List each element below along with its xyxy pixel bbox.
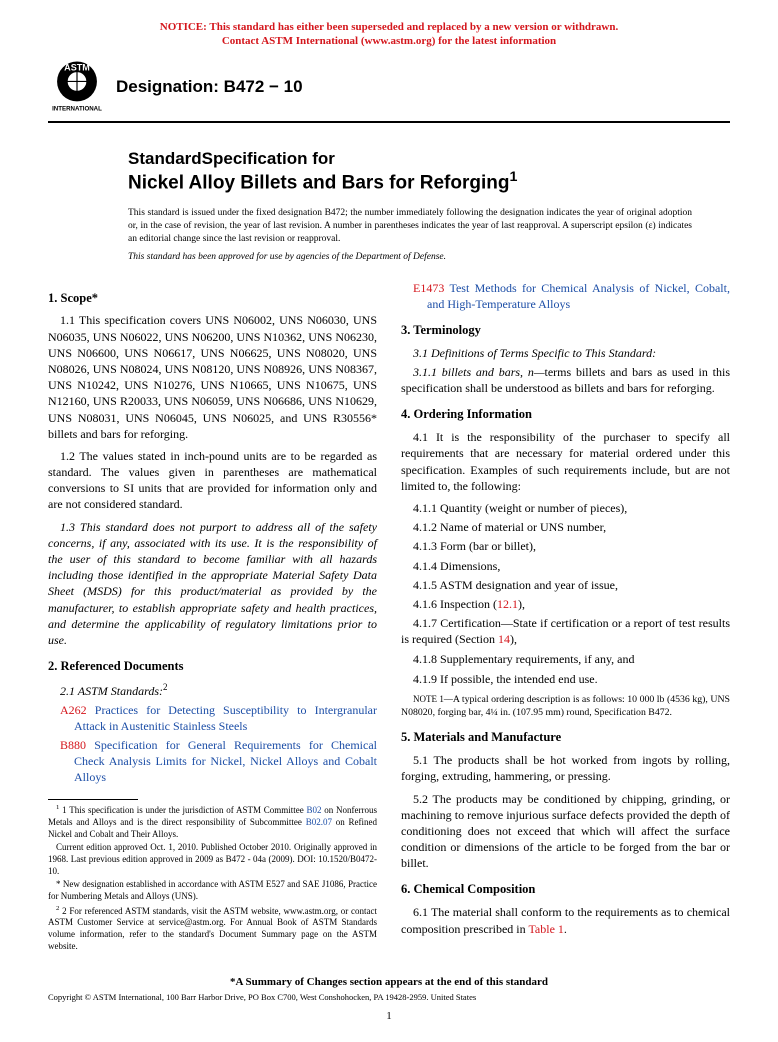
- crossref-12.1[interactable]: 12.1: [497, 597, 518, 611]
- left-column: 1. Scope* 1.1 This specification covers …: [48, 280, 377, 955]
- scope-head: 1. Scope*: [48, 290, 377, 307]
- ref-code: B880: [60, 738, 86, 752]
- ordering-4.1.9: 4.1.9 If possible, the intended end use.: [401, 671, 730, 687]
- ordering-4.1.4: 4.1.4 Dimensions,: [401, 558, 730, 574]
- scope-1.1: 1.1 This specification covers UNS N06002…: [48, 312, 377, 442]
- ordering-4.1.3: 4.1.3 Form (bar or billet),: [401, 538, 730, 554]
- ordering-4.1: 4.1 It is the responsibility of the purc…: [401, 429, 730, 494]
- page: NOTICE: This standard has either been su…: [0, 0, 778, 1042]
- header-rule: [48, 121, 730, 123]
- fn-sup: 2: [56, 905, 59, 912]
- chem-head: 6. Chemical Composition: [401, 881, 730, 898]
- footnote-rule: [48, 799, 138, 800]
- notice-banner: NOTICE: This standard has either been su…: [48, 20, 730, 49]
- refdocs-head: 2. Referenced Documents: [48, 658, 377, 675]
- body-columns: 1. Scope* 1.1 This specification covers …: [48, 280, 730, 955]
- footnote-1: 1 1 This specification is under the juri…: [48, 804, 377, 840]
- dod-approval: This standard has been approved for use …: [128, 252, 692, 262]
- note-label: NOTE 1—: [413, 694, 453, 704]
- ref-title: Specification for General Requirements f…: [74, 738, 377, 784]
- notice-line1: NOTICE: This standard has either been su…: [160, 21, 619, 33]
- ordering-note-1: NOTE 1—A typical ordering description is…: [401, 693, 730, 719]
- ordering-4.1.7: 4.1.7 Certification—State if certificati…: [401, 615, 730, 647]
- ordering-4.1.6: 4.1.6 Inspection (12.1),: [401, 596, 730, 612]
- copyright: Copyright © ASTM International, 100 Barr…: [48, 992, 730, 1002]
- svg-text:INTERNATIONAL: INTERNATIONAL: [52, 105, 102, 112]
- ref-title: Test Methods for Chemical Analysis of Ni…: [427, 281, 730, 311]
- page-number: 1: [48, 1010, 730, 1022]
- title-footnote-ref: 1: [509, 169, 517, 185]
- crossref-table1[interactable]: Table 1: [528, 922, 563, 936]
- fn-sup: 1: [56, 804, 59, 811]
- ref-code: E1473: [413, 281, 444, 295]
- header-row: ASTM INTERNATIONAL Designation: B472 − 1…: [48, 57, 730, 115]
- refdocs-2.1: 2.1 ASTM Standards:2: [48, 681, 377, 699]
- materials-5.1: 5.1 The products shall be hot worked fro…: [401, 752, 730, 784]
- crossref-14[interactable]: 14: [498, 632, 510, 646]
- materials-head: 5. Materials and Manufacture: [401, 729, 730, 746]
- ref-b880[interactable]: B880 Specification for General Requireme…: [48, 737, 377, 786]
- title-main: Nickel Alloy Billets and Bars for Reforg…: [128, 169, 730, 195]
- footnote-1-edition: Current edition approved Oct. 1, 2010. P…: [48, 842, 377, 877]
- astm-logo: ASTM INTERNATIONAL: [48, 57, 106, 115]
- materials-5.2: 5.2 The products may be conditioned by c…: [401, 791, 730, 872]
- ref-e1473[interactable]: E1473 Test Methods for Chemical Analysis…: [401, 280, 730, 312]
- ordering-4.1.8: 4.1.8 Supplementary requirements, if any…: [401, 651, 730, 667]
- footnote-2: 2 2 For referenced ASTM standards, visit…: [48, 905, 377, 953]
- ordering-4.1.5: 4.1.5 ASTM designation and year of issue…: [401, 577, 730, 593]
- chem-6.1: 6.1 The material shall conform to the re…: [401, 904, 730, 936]
- ref-title: Practices for Detecting Susceptibility t…: [74, 703, 377, 733]
- notice-line2: Contact ASTM International (www.astm.org…: [222, 35, 556, 47]
- ordering-4.1.2: 4.1.2 Name of material or UNS number,: [401, 519, 730, 535]
- scope-1.2: 1.2 The values stated in inch-pound unit…: [48, 448, 377, 513]
- title-text: Nickel Alloy Billets and Bars for Reforg…: [128, 172, 509, 193]
- issuance-note: This standard is issued under the fixed …: [128, 207, 692, 245]
- svg-text:ASTM: ASTM: [64, 62, 90, 72]
- term-3.1: 3.1 Definitions of Terms Specific to Thi…: [401, 345, 730, 361]
- link-b02[interactable]: B02: [306, 805, 321, 815]
- scope-1.3: 1.3 This standard does not purport to ad…: [48, 519, 377, 649]
- ref-a262[interactable]: A262 Practices for Detecting Susceptibil…: [48, 702, 377, 734]
- footnote-star: * New designation established in accorda…: [48, 879, 377, 902]
- refdocs-sup: 2: [163, 682, 168, 692]
- summary-of-changes-note: *A Summary of Changes section appears at…: [48, 976, 730, 988]
- right-column: E1473 Test Methods for Chemical Analysis…: [401, 280, 730, 955]
- title-kicker: StandardSpecification for: [128, 149, 730, 169]
- terminology-head: 3. Terminology: [401, 322, 730, 339]
- ordering-head: 4. Ordering Information: [401, 406, 730, 423]
- ordering-4.1.1: 4.1.1 Quantity (weight or number of piec…: [401, 500, 730, 516]
- link-b02.07[interactable]: B02.07: [306, 817, 332, 827]
- term-3.1.1: 3.1.1 billets and bars, n—terms billets …: [401, 364, 730, 396]
- designation: Designation: B472 − 10: [116, 75, 303, 97]
- title-block: StandardSpecification for Nickel Alloy B…: [128, 149, 730, 195]
- ref-code: A262: [60, 703, 87, 717]
- refdocs-sub: 2.1 ASTM Standards:: [60, 684, 163, 698]
